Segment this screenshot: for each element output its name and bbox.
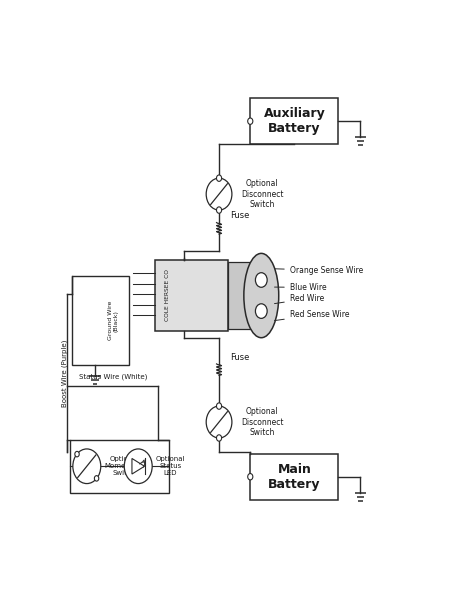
Text: Auxiliary
Battery: Auxiliary Battery xyxy=(264,107,325,135)
Circle shape xyxy=(248,474,253,480)
Circle shape xyxy=(255,273,267,287)
Circle shape xyxy=(94,475,99,481)
Text: Red Wire: Red Wire xyxy=(274,294,324,304)
Circle shape xyxy=(217,175,222,181)
Text: Boost Wire (Purple): Boost Wire (Purple) xyxy=(61,339,68,407)
Circle shape xyxy=(248,118,253,124)
Circle shape xyxy=(217,403,222,409)
Circle shape xyxy=(255,304,267,318)
Text: Optional
Disconnect
Switch: Optional Disconnect Switch xyxy=(241,407,283,437)
Circle shape xyxy=(206,406,232,438)
Bar xyxy=(250,98,338,144)
Circle shape xyxy=(75,451,79,457)
Circle shape xyxy=(124,449,152,484)
Bar xyxy=(250,454,338,500)
Text: Optional
Status
LED: Optional Status LED xyxy=(156,456,185,476)
Bar xyxy=(155,260,228,331)
Text: Status Wire (White): Status Wire (White) xyxy=(79,373,147,379)
Text: Fuse: Fuse xyxy=(230,353,249,362)
Text: Blue Wire: Blue Wire xyxy=(274,283,327,292)
Text: Main
Battery: Main Battery xyxy=(268,463,320,491)
Text: Optional
Momentary
Switch: Optional Momentary Switch xyxy=(104,456,144,476)
Text: Red Sense Wire: Red Sense Wire xyxy=(274,310,349,321)
Text: COLE HERSEE CO: COLE HERSEE CO xyxy=(165,269,171,321)
Bar xyxy=(70,440,169,493)
Text: Orange Sense Wire: Orange Sense Wire xyxy=(274,266,363,275)
Circle shape xyxy=(217,435,222,441)
Text: Optional
Disconnect
Switch: Optional Disconnect Switch xyxy=(241,179,283,209)
Circle shape xyxy=(206,178,232,210)
Circle shape xyxy=(217,207,222,213)
Bar xyxy=(228,262,261,329)
Bar xyxy=(72,276,129,365)
Circle shape xyxy=(73,449,101,484)
Text: Fuse: Fuse xyxy=(230,211,249,220)
Ellipse shape xyxy=(244,253,279,337)
Text: Ground Wire
(Black): Ground Wire (Black) xyxy=(108,301,118,340)
